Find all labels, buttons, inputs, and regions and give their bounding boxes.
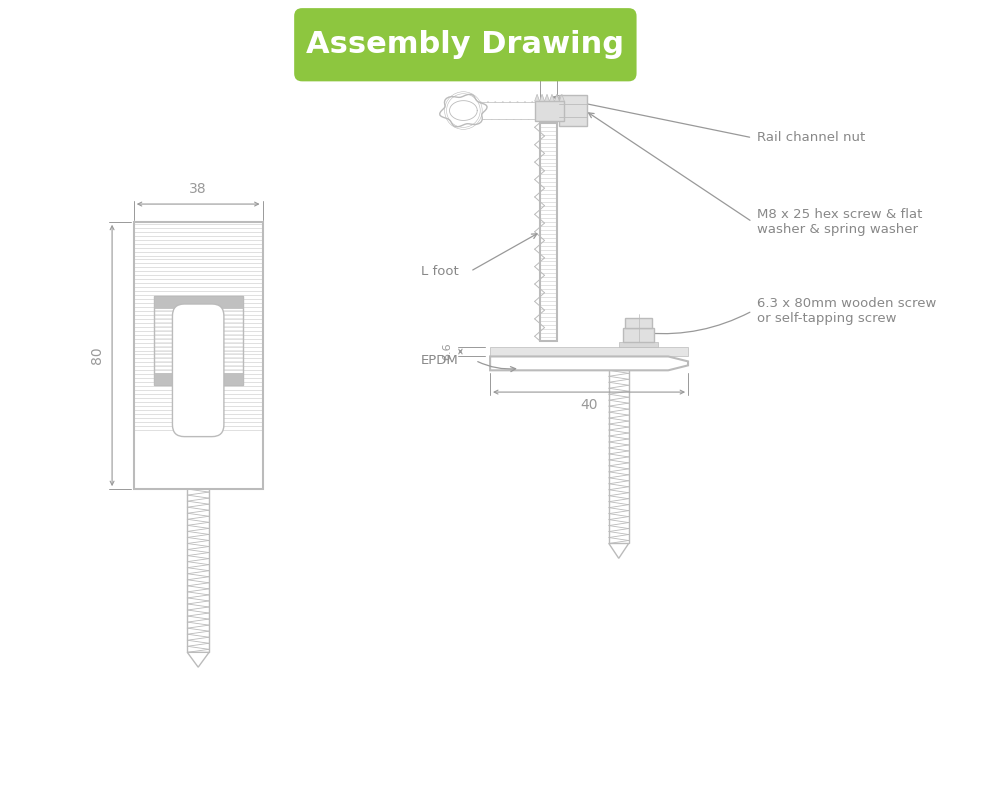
Text: 6.6: 6.6	[442, 342, 452, 360]
Polygon shape	[549, 94, 554, 101]
Bar	[154, 374, 243, 385]
FancyBboxPatch shape	[172, 304, 224, 437]
Text: M8 x 25 hex screw & flat
washer & spring washer: M8 x 25 hex screw & flat washer & spring…	[757, 208, 923, 236]
Bar	[540, 123, 557, 341]
Polygon shape	[440, 94, 487, 126]
Text: EPDM: EPDM	[421, 354, 459, 367]
Polygon shape	[559, 94, 564, 101]
Polygon shape	[535, 94, 540, 101]
Bar	[154, 296, 243, 385]
Polygon shape	[554, 94, 559, 101]
Text: 6.3 x 80mm wooden screw
or self-tapping screw: 6.3 x 80mm wooden screw or self-tapping …	[757, 297, 937, 325]
Polygon shape	[545, 94, 549, 101]
Text: 40: 40	[580, 398, 598, 412]
Ellipse shape	[184, 330, 212, 350]
Text: Assembly Drawing: Assembly Drawing	[306, 30, 624, 59]
Text: 38: 38	[189, 182, 207, 196]
Bar	[490, 346, 688, 357]
FancyBboxPatch shape	[294, 8, 637, 82]
Bar	[535, 101, 564, 121]
Bar	[619, 342, 658, 346]
Polygon shape	[490, 357, 688, 370]
Bar	[623, 328, 654, 342]
Bar	[625, 318, 652, 328]
Text: Rail channel nut: Rail channel nut	[757, 131, 866, 144]
Polygon shape	[540, 94, 545, 101]
Polygon shape	[609, 543, 629, 558]
Polygon shape	[187, 652, 209, 667]
Bar	[134, 222, 262, 489]
Text: 6.2: 6.2	[539, 50, 558, 62]
Text: 80: 80	[90, 346, 104, 364]
Bar	[475, 102, 535, 119]
Bar	[559, 95, 587, 126]
Bar	[154, 296, 243, 308]
Text: L foot: L foot	[421, 265, 459, 278]
